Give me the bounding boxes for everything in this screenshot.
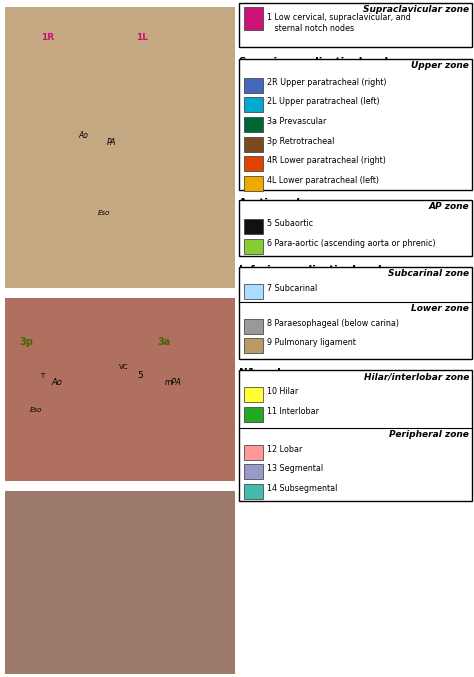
Text: Superior mediastinal nodes: Superior mediastinal nodes <box>239 57 402 67</box>
Text: Upper zone: Upper zone <box>411 61 469 70</box>
Text: 5: 5 <box>137 371 143 380</box>
Text: 2R Upper paratracheal (right): 2R Upper paratracheal (right) <box>267 78 386 87</box>
Text: 10 Hilar: 10 Hilar <box>267 387 298 396</box>
Text: Aortic nodes: Aortic nodes <box>239 198 314 209</box>
Text: Peripheral zone: Peripheral zone <box>389 430 469 439</box>
FancyBboxPatch shape <box>239 3 472 47</box>
Text: 3a: 3a <box>157 337 170 347</box>
Text: 3p Retrotracheal: 3p Retrotracheal <box>267 137 334 146</box>
Text: Eso: Eso <box>98 211 110 216</box>
FancyBboxPatch shape <box>244 219 263 234</box>
Text: 13 Segmental: 13 Segmental <box>267 464 323 473</box>
FancyBboxPatch shape <box>239 200 472 256</box>
Text: 4R Lower paratracheal (right): 4R Lower paratracheal (right) <box>267 156 386 165</box>
Text: VC: VC <box>118 364 128 370</box>
Text: 14 Subsegmental: 14 Subsegmental <box>267 484 337 493</box>
Text: Inferior mediastinal nodes: Inferior mediastinal nodes <box>239 265 395 275</box>
Text: PA: PA <box>107 137 116 147</box>
FancyBboxPatch shape <box>244 137 263 152</box>
FancyBboxPatch shape <box>244 464 263 479</box>
Text: AP zone: AP zone <box>428 202 469 211</box>
Text: Ao: Ao <box>52 378 62 387</box>
Text: Lower zone: Lower zone <box>411 304 469 313</box>
FancyBboxPatch shape <box>244 117 263 132</box>
Text: Eso: Eso <box>29 407 42 412</box>
FancyBboxPatch shape <box>244 484 263 499</box>
FancyBboxPatch shape <box>244 284 263 299</box>
Text: 2L Upper paratracheal (left): 2L Upper paratracheal (left) <box>267 97 380 106</box>
Text: 3a Prevascular: 3a Prevascular <box>267 117 326 126</box>
FancyBboxPatch shape <box>239 370 472 501</box>
Text: 8 Paraesophageal (below carina): 8 Paraesophageal (below carina) <box>267 319 399 328</box>
FancyBboxPatch shape <box>244 156 263 171</box>
FancyBboxPatch shape <box>244 387 263 402</box>
Text: sternal notch nodes: sternal notch nodes <box>267 24 354 32</box>
Text: 1R: 1R <box>41 32 54 42</box>
Text: 7 Subcarinal: 7 Subcarinal <box>267 284 317 292</box>
FancyBboxPatch shape <box>239 59 472 190</box>
Text: Hilar/interlobar zone: Hilar/interlobar zone <box>364 372 469 381</box>
FancyBboxPatch shape <box>244 407 263 422</box>
Text: 5 Subaortic: 5 Subaortic <box>267 219 313 228</box>
FancyBboxPatch shape <box>5 7 235 288</box>
Text: Subcarinal zone: Subcarinal zone <box>388 269 469 278</box>
Text: 11 Interlobar: 11 Interlobar <box>267 407 319 416</box>
FancyBboxPatch shape <box>244 97 263 112</box>
Text: 3p: 3p <box>19 337 33 347</box>
FancyBboxPatch shape <box>244 78 263 93</box>
Text: Ao: Ao <box>78 131 88 140</box>
Text: Supraclavicular zone: Supraclavicular zone <box>363 5 469 14</box>
FancyBboxPatch shape <box>244 176 263 191</box>
FancyBboxPatch shape <box>244 338 263 353</box>
Text: mPA: mPA <box>164 378 182 387</box>
Text: 9 Pulmonary ligament: 9 Pulmonary ligament <box>267 338 356 347</box>
Text: 4L Lower paratracheal (left): 4L Lower paratracheal (left) <box>267 176 379 185</box>
FancyBboxPatch shape <box>244 319 263 334</box>
FancyBboxPatch shape <box>5 298 235 481</box>
FancyBboxPatch shape <box>244 239 263 254</box>
FancyBboxPatch shape <box>239 267 472 359</box>
FancyBboxPatch shape <box>244 7 263 30</box>
FancyBboxPatch shape <box>5 491 235 674</box>
Text: 1 Low cervical, supraclavicular, and: 1 Low cervical, supraclavicular, and <box>267 13 410 22</box>
Text: N1 nodes: N1 nodes <box>239 368 294 378</box>
Text: 6 Para-aortic (ascending aorta or phrenic): 6 Para-aortic (ascending aorta or phreni… <box>267 239 436 248</box>
Text: 1L: 1L <box>136 32 148 42</box>
Text: T: T <box>41 373 45 378</box>
FancyBboxPatch shape <box>244 445 263 460</box>
Text: 12 Lobar: 12 Lobar <box>267 445 302 454</box>
